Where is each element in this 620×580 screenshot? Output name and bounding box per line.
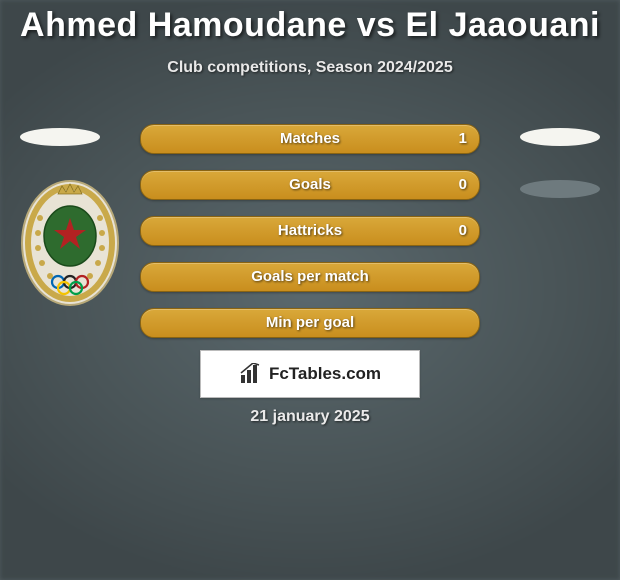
player1-club-crest	[20, 178, 120, 308]
stat-row-hattricks: Hattricks 0	[140, 216, 480, 246]
stat-value: 0	[459, 217, 467, 245]
brand-badge: FcTables.com	[200, 350, 420, 398]
crest-icon	[20, 178, 120, 308]
stats-container: Matches 1 Goals 0 Hattricks 0 Goals per …	[140, 124, 480, 354]
player2-flag-placeholder	[520, 128, 600, 146]
player1-flag-placeholder	[20, 128, 100, 146]
stat-label: Hattricks	[141, 217, 479, 245]
stat-row-min-per-goal: Min per goal	[140, 308, 480, 338]
stat-label: Matches	[141, 125, 479, 153]
subtitle: Club competitions, Season 2024/2025	[0, 59, 620, 77]
stat-value: 0	[459, 171, 467, 199]
stat-label: Goals per match	[141, 263, 479, 291]
stat-row-goals-per-match: Goals per match	[140, 262, 480, 292]
stat-value: 1	[459, 125, 467, 153]
stat-label: Min per goal	[141, 309, 479, 337]
stat-row-goals: Goals 0	[140, 170, 480, 200]
date-label: 21 january 2025	[0, 408, 620, 426]
page-title: Ahmed Hamoudane vs El Jaaouani	[0, 0, 620, 45]
player2-flag-shadow	[520, 180, 600, 198]
brand-text: FcTables.com	[269, 364, 381, 384]
stat-label: Goals	[141, 171, 479, 199]
stat-row-matches: Matches 1	[140, 124, 480, 154]
bar-chart-icon	[239, 363, 263, 385]
infographic-content: Ahmed Hamoudane vs El Jaaouani Club comp…	[0, 0, 620, 580]
